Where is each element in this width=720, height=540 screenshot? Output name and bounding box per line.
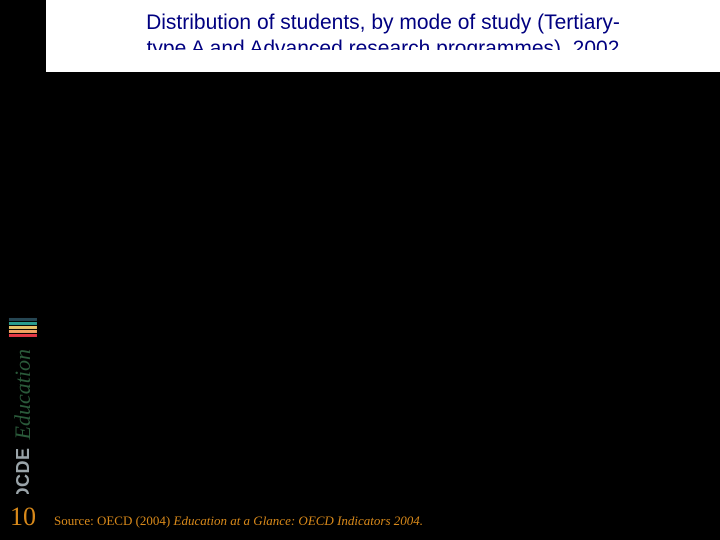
content-area [46,72,720,502]
footer-source: Source: OECD (2004) Education at a Glanc… [46,502,720,540]
title-band: Distribution of students, by mode of stu… [46,0,720,72]
sidebar-logo-strip: OECD «‹‹ OCDE Education [0,0,46,540]
title-cutoff-overlay [147,50,620,68]
color-bars-icon [9,318,37,337]
source-citation: Source: OECD (2004) Education at a Glanc… [54,513,423,529]
slide-title: Distribution of students, by mode of stu… [146,10,620,63]
source-prefix: Source: OECD (2004) [54,513,174,528]
education-script: Education [10,349,36,439]
title-line1: Distribution of students, by mode of stu… [146,11,620,34]
page-number: 10 [0,494,46,540]
source-italic: Education at a Glance: OECD Indicators 2… [174,513,424,528]
